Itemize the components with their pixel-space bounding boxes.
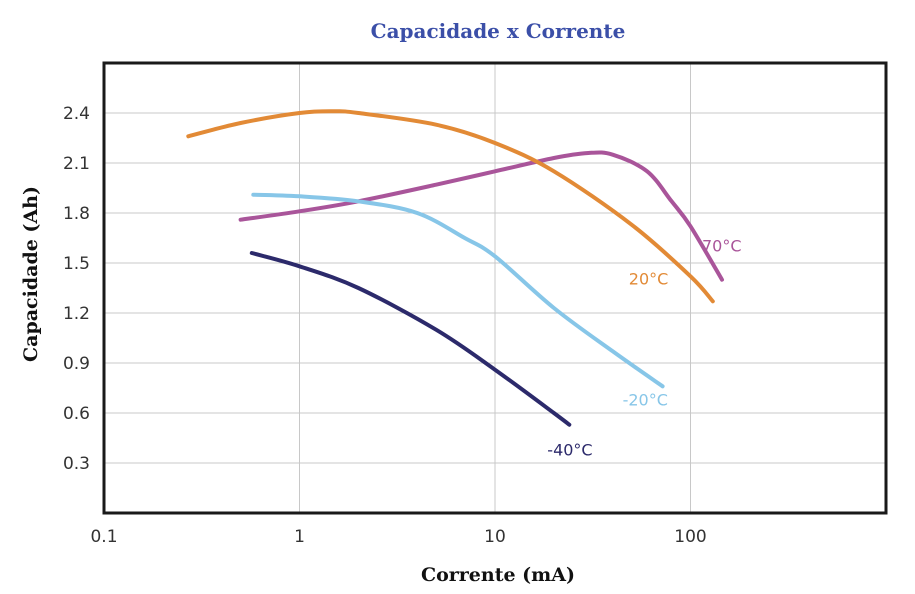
x-tick-label: 1 [294, 527, 305, 547]
grid [104, 63, 886, 513]
y-tick-label: 1.8 [63, 204, 90, 224]
y-tick-label: 2.1 [63, 154, 90, 174]
y-tick-label: 1.5 [63, 254, 90, 274]
y-tick-label: 2.4 [63, 104, 90, 124]
x-tick-label: 10 [484, 527, 506, 547]
series-line [186, 109, 715, 304]
series-label: 70°C [702, 237, 742, 256]
chart-title: Capacidade x Corrente [371, 19, 626, 43]
x-axis-title: Corrente (mA) [421, 564, 575, 586]
tick-labels: 0.1 1 10 100 0.3 0.6 0.9 1.2 1.5 1.8 2.1 2.4 [63, 104, 707, 547]
series-label: -40°C [547, 441, 592, 460]
y-tick-label: 1.2 [63, 304, 90, 324]
data-series [186, 109, 724, 427]
y-tick-label: 0.3 [63, 454, 90, 474]
y-axis-title: Capacidade (Ah) [20, 186, 42, 362]
x-tick-label: 0.1 [90, 527, 117, 547]
series-labels: 70°C 20°C -20°C -40°C [547, 237, 741, 460]
series-label: -20°C [623, 390, 668, 409]
x-tick-label: 100 [674, 527, 706, 547]
y-tick-label: 0.9 [63, 354, 90, 374]
series-label: 20°C [629, 269, 669, 288]
series-line [251, 192, 665, 389]
y-tick-label: 0.6 [63, 404, 90, 424]
series-line [238, 150, 724, 282]
series-line [249, 251, 572, 427]
plot-frame [102, 61, 888, 515]
